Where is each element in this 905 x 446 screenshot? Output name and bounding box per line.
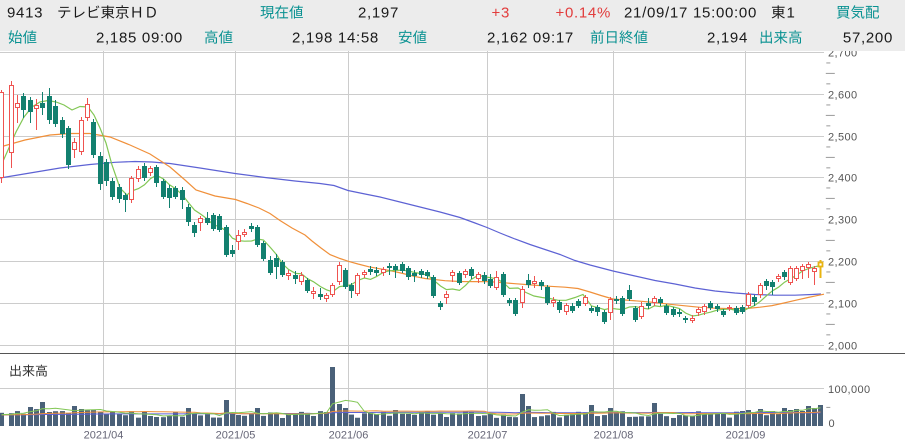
svg-text:+3: +3 xyxy=(491,5,510,22)
svg-text:2,162 09:17: 2,162 09:17 xyxy=(487,30,574,47)
svg-text:100,000: 100,000 xyxy=(828,384,871,396)
svg-text:2,198 14:58: 2,198 14:58 xyxy=(292,30,379,47)
svg-text:2,300: 2,300 xyxy=(828,214,858,226)
svg-text:2,200: 2,200 xyxy=(828,256,858,268)
svg-text:2021/06: 2021/06 xyxy=(329,430,369,442)
svg-text:2021/07: 2021/07 xyxy=(468,430,508,442)
svg-text:0: 0 xyxy=(829,418,835,430)
svg-text:21/09/17: 21/09/17 xyxy=(624,5,688,22)
svg-text:57,200: 57,200 xyxy=(843,30,893,47)
svg-text:2,000: 2,000 xyxy=(828,340,858,352)
svg-text:15:00:00: 15:00:00 xyxy=(693,5,757,22)
svg-text:2,700: 2,700 xyxy=(828,47,858,59)
svg-text:2021/08: 2021/08 xyxy=(594,430,634,442)
svg-text:1: 1 xyxy=(787,5,796,22)
svg-text:2021/04: 2021/04 xyxy=(84,430,124,442)
svg-text:2,197: 2,197 xyxy=(358,5,399,22)
svg-text:9413: 9413 xyxy=(7,5,43,22)
svg-text:2,400: 2,400 xyxy=(828,172,858,184)
svg-text:2021/09: 2021/09 xyxy=(726,430,766,442)
svg-text:2,100: 2,100 xyxy=(828,298,858,310)
svg-text:2,500: 2,500 xyxy=(828,131,858,143)
svg-text:2,185 09:00: 2,185 09:00 xyxy=(96,30,183,47)
svg-text:2021/05: 2021/05 xyxy=(216,430,256,442)
svg-text:2,194: 2,194 xyxy=(707,30,748,47)
svg-text:2,600: 2,600 xyxy=(828,89,858,101)
svg-text:+0.14%: +0.14% xyxy=(556,5,612,22)
